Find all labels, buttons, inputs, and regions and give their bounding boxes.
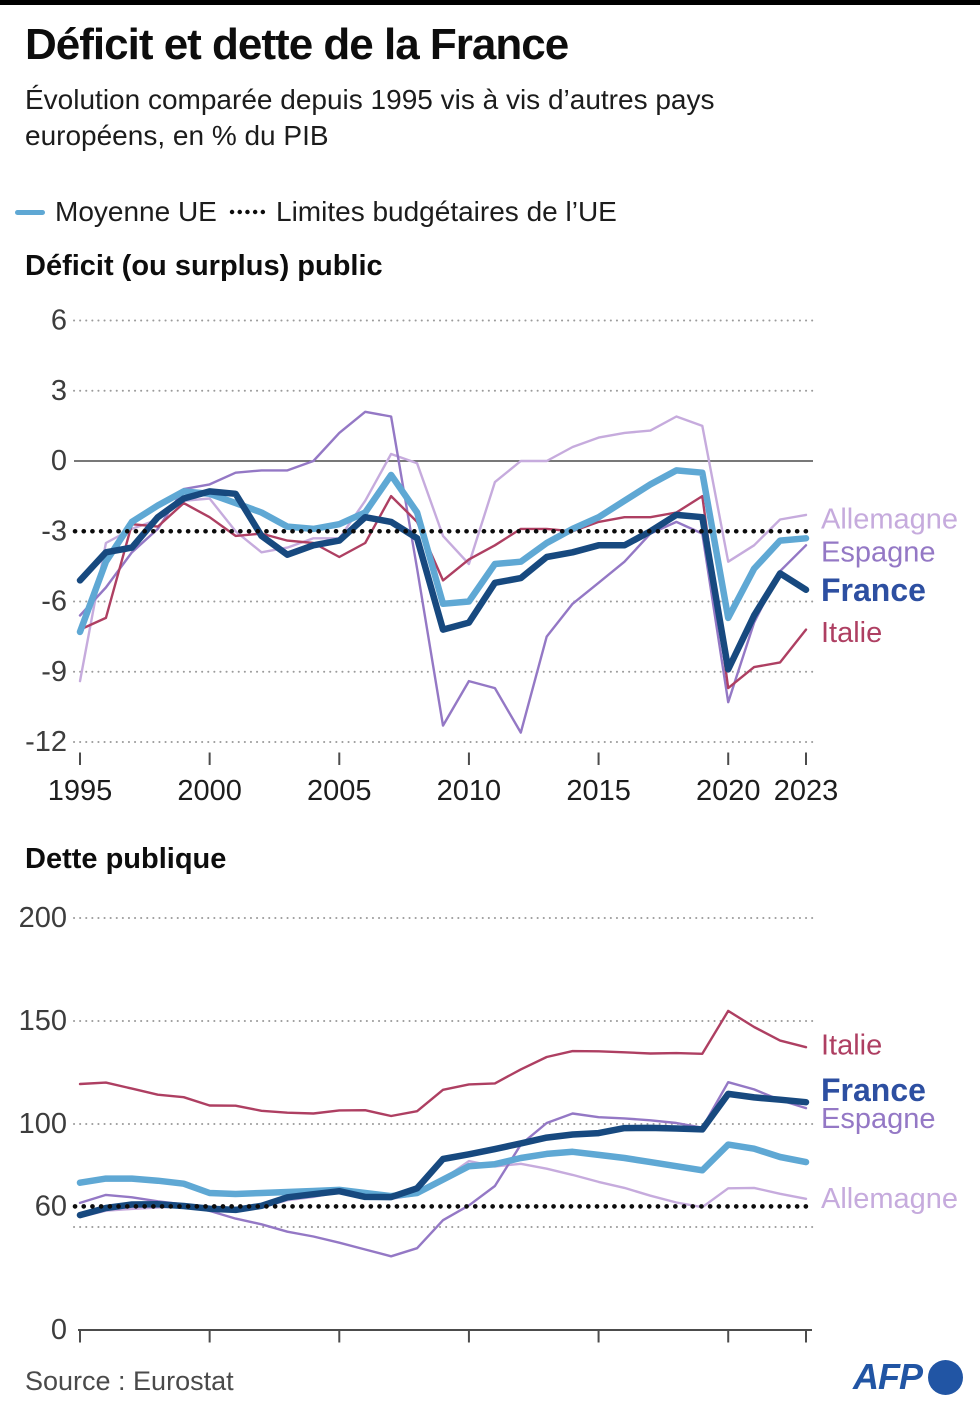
deficit-line-france [76, 488, 810, 673]
legend: Moyenne UE Limites budgétaires de l’UE [0, 196, 980, 230]
deficit-ytick-label--12: -12 [25, 726, 67, 758]
afp-logo: AFP [853, 1356, 963, 1398]
deficit-ytick-label-0: 0 [51, 445, 67, 477]
deficit-chart: 1995 2000 2005 2010 2015 2020 2023 6 3 0 -3 -6 -9 -12… [25, 305, 958, 808]
debt-line-france [76, 1090, 810, 1219]
debt-label-allemagne: Allemagne [821, 1183, 958, 1215]
debt-ytick-label-60: 60 [35, 1190, 67, 1222]
legend-item-eu-average: Moyenne UE [15, 196, 217, 228]
deficit-line-espagne [78, 410, 808, 734]
deficit-xtick-label-2005: 2005 [307, 775, 372, 807]
deficit-xtick-label-2000: 2000 [177, 775, 242, 807]
afp-logo-text: AFP [853, 1356, 923, 1397]
debt-line-moyenne_ue [76, 1141, 810, 1200]
deficit-line-italie [78, 494, 808, 690]
debt-label-italie: Italie [821, 1030, 882, 1062]
debt-ytick-label-100: 100 [19, 1108, 67, 1140]
deficit-xtick-label-2023: 2023 [774, 775, 839, 807]
eu-average-line-swatch [15, 209, 45, 215]
debt-chart-heading: Dette publique [25, 843, 227, 875]
deficit-ytick-label--9: -9 [41, 656, 67, 688]
deficit-line-allemagne [78, 415, 808, 683]
top-black-bar [0, 0, 980, 5]
debt-ytick-label-150: 150 [19, 1005, 67, 1037]
afp-logo-circle-icon [928, 1359, 963, 1395]
eu-limit-dotted-swatch [229, 209, 266, 215]
debt-label-espagne: Espagne [821, 1103, 936, 1135]
legend-item-eu-limits: Limites budgétaires de l’UE [228, 196, 617, 228]
page-subtitle: Évolution comparée depuis 1995 vis à vis… [25, 84, 715, 152]
debt-line-italie [78, 1009, 808, 1118]
deficit-xtick-label-2020: 2020 [696, 775, 761, 807]
deficit-label-espagne: Espagne [821, 536, 936, 568]
page-title: Déficit et dette de la France [25, 20, 569, 69]
deficit-ytick-label-6: 6 [51, 305, 67, 337]
legend-label-eu-average: Moyenne UE [55, 196, 217, 227]
deficit-ytick-label--6: -6 [41, 586, 67, 618]
deficit-xtick-label-2015: 2015 [566, 775, 631, 807]
source-credit: Source : Eurostat [25, 1366, 234, 1396]
deficit-label-italie: Italie [821, 617, 882, 649]
debt-label-france: France [821, 1072, 926, 1108]
deficit-xtick-label-1995: 1995 [48, 775, 113, 807]
debt-ytick-label-200: 200 [19, 902, 67, 934]
deficit-ytick-label--3: -3 [41, 515, 67, 547]
deficit-label-allemagne: Allemagne [821, 504, 958, 536]
deficit-xtick-label-2010: 2010 [437, 775, 502, 807]
deficit-label-france: France [821, 572, 926, 608]
deficit-chart-heading: Déficit (ou surplus) public [25, 250, 383, 282]
debt-ytick-label-0: 0 [51, 1314, 67, 1346]
legend-label-eu-limits: Limites budgétaires de l’UE [276, 196, 617, 227]
deficit-ytick-label-3: 3 [51, 375, 67, 407]
